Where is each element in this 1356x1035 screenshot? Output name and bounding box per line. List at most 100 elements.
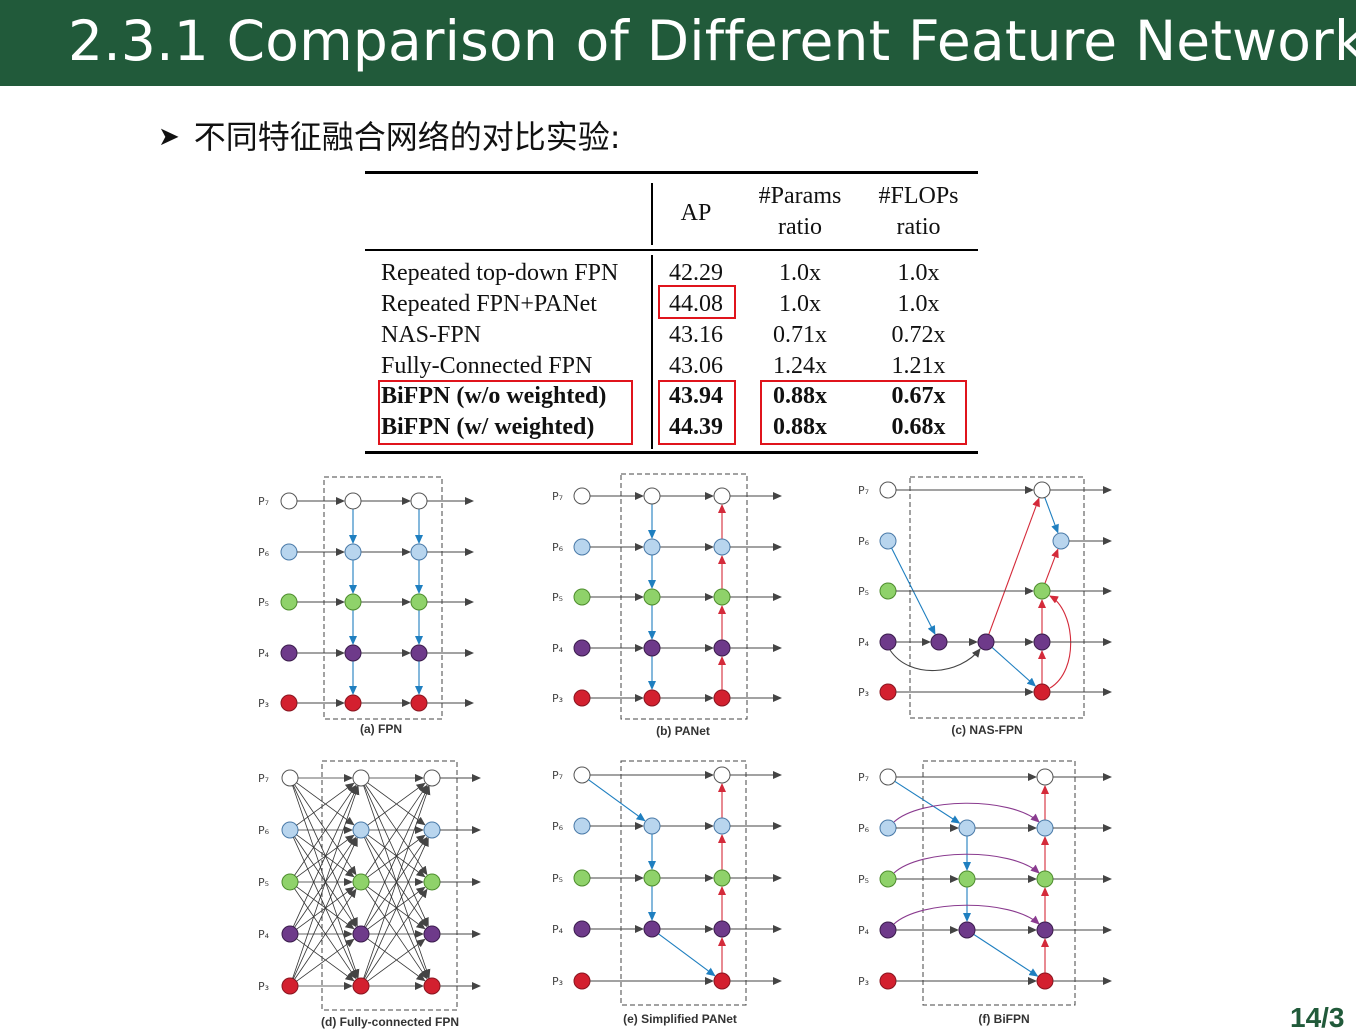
table-top-rule — [365, 171, 978, 174]
level-label: P₆ — [858, 822, 870, 835]
feature-node — [643, 487, 661, 505]
feature-node — [977, 633, 995, 651]
table-cell-ap: 42.29 — [669, 260, 723, 286]
feature-node — [930, 633, 948, 651]
level-label: P₇ — [258, 495, 269, 508]
level-label: P₆ — [552, 820, 564, 833]
edge-arrow — [365, 888, 428, 980]
feature-node — [713, 639, 731, 657]
edge-arrow — [292, 785, 358, 927]
edge-arrow — [991, 646, 1037, 687]
feature-node — [423, 769, 441, 787]
table-cell-ap: 43.94 — [669, 383, 723, 409]
feature-node — [573, 538, 591, 556]
feature-node — [713, 869, 731, 887]
table-cell-ap: 43.16 — [669, 322, 723, 348]
feature-node — [1036, 768, 1054, 786]
diagram-caption: (c) NAS-FPN — [951, 723, 1022, 737]
level-label: P₅ — [858, 873, 869, 886]
edge-arrow — [367, 938, 426, 982]
table-cell-ap: 43.06 — [669, 353, 723, 379]
feature-node — [1033, 481, 1051, 499]
diagram-caption: (b) PANet — [656, 724, 710, 738]
feature-node — [352, 821, 370, 839]
highlight-box-bifpn-names — [378, 380, 633, 445]
edge-arrow — [296, 834, 355, 878]
level-label: P₆ — [258, 824, 270, 837]
edge-arrow — [367, 782, 426, 826]
table-cell-method: BiFPN (w/o weighted) — [381, 383, 607, 409]
feature-node — [573, 639, 591, 657]
edge-arrow — [292, 785, 360, 979]
feature-node — [423, 925, 441, 943]
level-label: P₇ — [858, 771, 869, 784]
table-body-divider — [651, 255, 653, 449]
level-label: P₃ — [552, 975, 563, 988]
level-label: P₇ — [858, 484, 869, 497]
feature-node — [573, 817, 591, 835]
edge-arrow — [363, 837, 429, 979]
table-cell-method: Repeated top-down FPN — [381, 260, 619, 286]
level-label: P₇ — [258, 772, 269, 785]
feature-node — [410, 694, 428, 712]
table-cell-flops: 1.21x — [891, 353, 946, 379]
feature-node — [281, 873, 299, 891]
feature-node — [1033, 633, 1051, 651]
table-cell-params: 1.0x — [779, 260, 821, 286]
level-label: P₅ — [552, 591, 563, 604]
feature-node — [573, 487, 591, 505]
feature-node — [643, 538, 661, 556]
feature-node — [879, 532, 897, 550]
diagram-bifpn: P₇ P₆ P₅ P₄ P₃ (f) BiFPN — [858, 760, 1112, 1026]
table-cell-flops: 1.0x — [897, 260, 940, 286]
feature-node — [643, 817, 661, 835]
edge-arrow — [893, 853, 1040, 874]
feature-node — [410, 492, 428, 510]
table-cell-flops: 0.72x — [891, 322, 946, 348]
feature-node — [643, 689, 661, 707]
header-ap: AP — [680, 200, 712, 226]
feature-node — [643, 869, 661, 887]
edge-arrow — [296, 886, 355, 930]
feature-node — [573, 588, 591, 606]
diagram-simplified-panet: P₇ P₆ P₅ P₄ P₃ (e) Simplified PANet — [552, 760, 782, 1026]
feature-node — [958, 870, 976, 888]
feature-node — [344, 593, 362, 611]
level-label: P₅ — [258, 596, 269, 609]
edge-arrow — [988, 497, 1040, 635]
dashed-block — [620, 760, 747, 1006]
feature-node — [281, 977, 299, 995]
feature-node — [1036, 972, 1054, 990]
feature-node — [281, 821, 299, 839]
edge-arrow — [296, 938, 355, 982]
feature-node — [344, 694, 362, 712]
feature-node — [713, 588, 731, 606]
highlight-box-bifpn-cost — [760, 380, 967, 445]
slide-title: 2.3.1 Comparison of Different Feature Ne… — [68, 9, 1356, 73]
edge-arrow — [367, 938, 426, 982]
table-cell-params: 1.24x — [773, 353, 827, 379]
table-cell-flops: 0.67x — [891, 383, 946, 409]
edge-arrow — [1049, 595, 1072, 689]
feature-node — [352, 977, 370, 995]
edge-arrow — [889, 648, 981, 672]
table-cell-method: Fully-Connected FPN — [381, 353, 593, 379]
edge-arrow — [292, 837, 358, 979]
level-label: P₆ — [858, 535, 870, 548]
edge-arrow — [894, 780, 961, 824]
feature-node — [410, 593, 428, 611]
bullet-text: 不同特征融合网络的对比实验: — [193, 118, 621, 156]
feature-node — [879, 633, 897, 651]
level-label: P₅ — [552, 872, 563, 885]
level-label: P₃ — [258, 697, 269, 710]
feature-node — [573, 689, 591, 707]
table-cell-params: 1.0x — [779, 291, 821, 317]
table-cell-params: 0.88x — [773, 414, 827, 440]
page-number: 14/3 — [1290, 1002, 1345, 1033]
edge-arrow — [363, 785, 429, 927]
diagram-caption: (d) Fully-connected FPN — [321, 1015, 459, 1029]
table-cell-params: 0.71x — [773, 322, 827, 348]
feature-node — [280, 593, 298, 611]
feature-node — [1036, 819, 1054, 837]
feature-node — [643, 639, 661, 657]
